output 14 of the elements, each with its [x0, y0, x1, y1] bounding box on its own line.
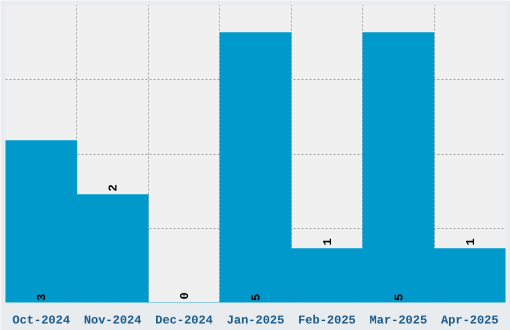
x-tick-label: Dec-2024	[155, 314, 213, 328]
data-label: 5	[250, 294, 264, 302]
x-tick-label: Feb-2025	[298, 314, 356, 328]
x-tick-label: Jan-2025	[226, 314, 284, 328]
data-label: 2	[106, 184, 121, 192]
data-label: 3	[35, 294, 50, 302]
x-tick-label: Nov-2024	[84, 314, 142, 328]
x-tick-label: Mar-2025	[370, 314, 428, 328]
data-label: 1	[320, 238, 335, 246]
data-label: 5	[392, 294, 406, 302]
x-tick-label: Apr-2025	[440, 314, 499, 328]
x-tick-label: Oct-2024	[12, 314, 70, 328]
data-label: 1	[464, 238, 478, 246]
data-label: 0	[178, 292, 192, 300]
